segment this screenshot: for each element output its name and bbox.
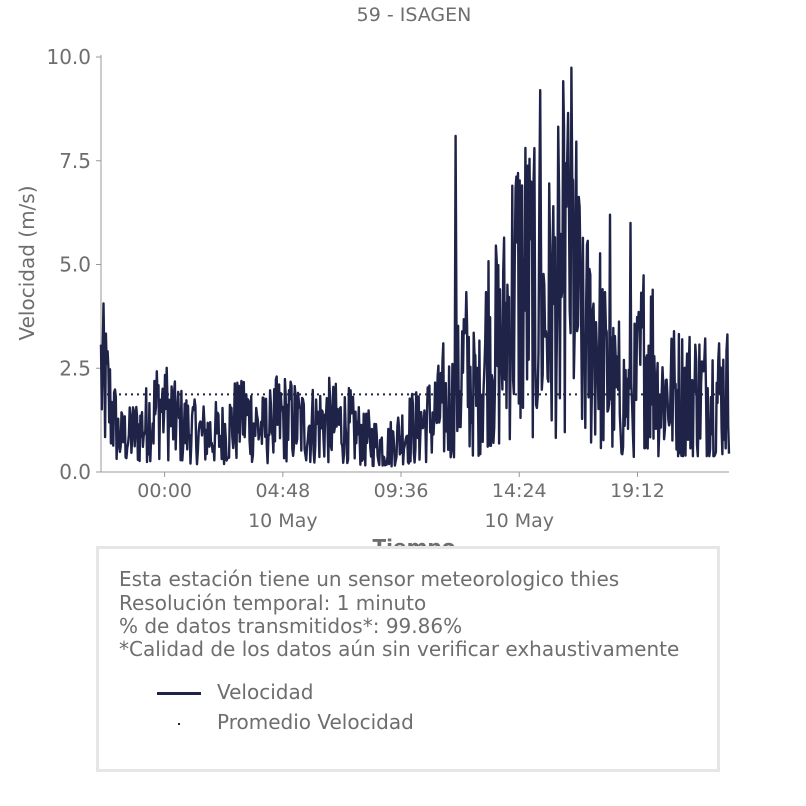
series-velocidad-line [99, 66, 731, 468]
y-tick-label: 10.0 [46, 45, 91, 69]
chart-title: 59 - ISAGEN [357, 4, 472, 26]
series-group [99, 66, 731, 468]
y-tick-label: 5.0 [59, 253, 91, 277]
x-tick-label: 04:48 [255, 480, 310, 502]
x-tick-label: 09:36 [374, 480, 429, 502]
y-axis-label: Velocidad (m/s) [15, 185, 39, 340]
y-tick-label: 0.0 [59, 460, 91, 484]
x-ticks: 00:00 04:48 10 May 09:36 14:24 10 May 19:12 [137, 472, 665, 532]
info-sensor-text: Esta estación tiene un sensor meteorolog… [119, 567, 620, 591]
x-tick-label: 19:12 [610, 480, 665, 502]
y-tick-label: 7.5 [59, 149, 91, 173]
x-tick-label: 00:00 [137, 480, 192, 502]
x-tick-label: 14:24 [492, 480, 547, 502]
info-resolution-text: Resolución temporal: 1 minuto [119, 591, 427, 615]
info-quality-text: *Calidad de los datos aún sin verificar … [119, 637, 680, 661]
legend-velocidad-label: Velocidad [217, 680, 314, 704]
legend-dot-swatch [178, 723, 180, 725]
x-tick-date-label: 10 May [248, 510, 318, 532]
y-tick-label: 2.5 [59, 356, 91, 380]
legend-promedio-label: Promedio Velocidad [217, 710, 414, 734]
y-ticks: 0.0 2.5 5.0 7.5 10.0 [46, 45, 101, 484]
x-tick-date-label: 10 May [485, 510, 555, 532]
info-transmitted-text: % de datos transmitidos*: 99.86% [119, 614, 463, 638]
info-legend-box: Esta estación tiene un sensor meteorolog… [96, 546, 720, 772]
legend-line-swatch [157, 692, 201, 695]
